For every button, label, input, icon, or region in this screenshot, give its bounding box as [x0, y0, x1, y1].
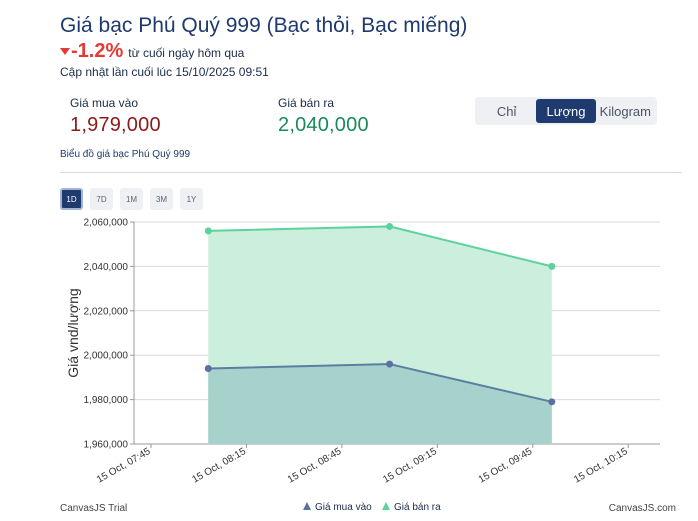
price-change: -1.2% từ cuối ngày hôm qua	[60, 40, 244, 63]
unit-toggle: Chỉ Lượng Kilogram	[475, 97, 657, 125]
divider	[60, 172, 682, 173]
buy-point	[386, 360, 394, 368]
sell-point	[386, 222, 394, 230]
y-tick-label: 2,020,000	[84, 306, 129, 317]
credit-right[interactable]: CanvasJS.com	[608, 503, 676, 514]
x-tick-label: 15 Oct, 10:15	[572, 446, 630, 486]
range-button-1d[interactable]: 1D	[60, 188, 83, 210]
sell-price-label: Giá bán ra	[278, 96, 335, 110]
x-tick-label: 15 Oct, 08:45	[286, 446, 344, 486]
last-updated: Cập nhật lần cuối lúc 15/10/2025 09:51	[60, 65, 269, 79]
change-text: từ cuối ngày hôm qua	[128, 46, 245, 60]
buy-price-block: Giá mua vào 1,979,000	[70, 96, 161, 137]
y-tick-label: 2,040,000	[84, 262, 129, 273]
legend-buy-label: Giá mua vào	[315, 502, 372, 513]
range-button-1m[interactable]: 1M	[120, 188, 143, 210]
x-tick-label: 15 Oct, 08:15	[190, 446, 248, 486]
range-button-3m[interactable]: 3M	[150, 188, 173, 210]
unit-button-luong[interactable]: Lượng	[536, 99, 596, 123]
sell-price-block: Giá bán ra 2,040,000	[278, 96, 369, 137]
change-value: -1.2%	[71, 40, 124, 62]
unit-button-chi[interactable]: Chỉ	[496, 103, 517, 119]
buy-area	[208, 364, 552, 444]
range-selector: 1D 7D 1M 3M 1Y	[60, 188, 203, 210]
sell-point	[204, 227, 212, 235]
legend-sell-marker	[382, 502, 390, 510]
unit-button-kilogram[interactable]: Kilogram	[599, 103, 651, 119]
chart-caption: Biểu đồ giá bạc Phú Quý 999	[60, 149, 191, 160]
y-tick-label: 2,000,000	[84, 351, 129, 362]
range-button-1y[interactable]: 1Y	[180, 188, 203, 210]
credit-left: CanvasJS Trial	[60, 503, 128, 514]
legend-buy-marker	[303, 502, 311, 510]
y-tick-label: 2,060,000	[84, 218, 129, 229]
x-tick-label: 15 Oct, 09:45	[477, 446, 535, 486]
buy-point	[548, 398, 556, 406]
range-button-7d[interactable]: 7D	[90, 188, 113, 210]
legend-sell-label: Giá bán ra	[394, 502, 441, 513]
down-arrow-icon	[60, 48, 70, 55]
sell-price-value: 2,040,000	[278, 114, 369, 136]
buy-point	[204, 365, 212, 373]
x-tick-label: 15 Oct, 07:45	[95, 446, 153, 486]
buy-price-label: Giá mua vào	[70, 96, 139, 110]
sell-point	[548, 262, 556, 270]
y-tick-label: 1,980,000	[84, 395, 129, 406]
buy-price-value: 1,979,000	[70, 114, 161, 136]
page-title: Giá bạc Phú Quý 999 (Bạc thỏi, Bạc miếng…	[60, 14, 468, 37]
y-axis-label: Giá vnd/lượng	[65, 288, 81, 377]
y-tick-label: 1,960,000	[84, 440, 129, 451]
x-tick-label: 15 Oct, 09:15	[381, 446, 439, 486]
